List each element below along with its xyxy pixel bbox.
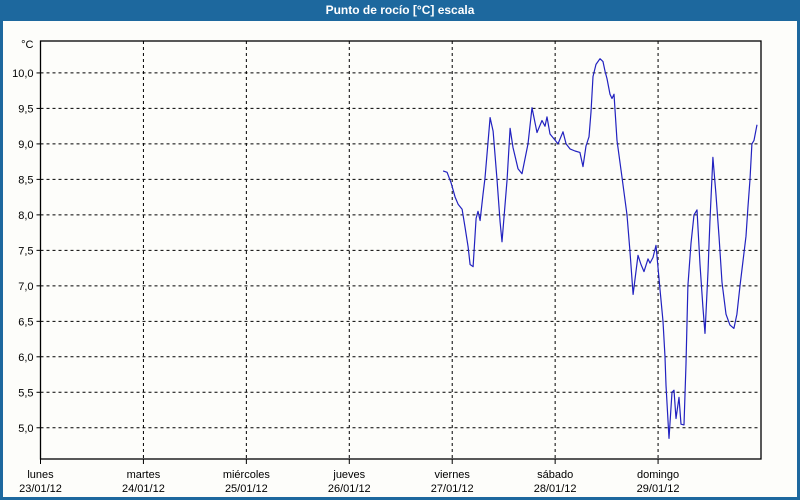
x-tick-date: 25/01/12 — [225, 483, 268, 495]
x-tick-date: 29/01/12 — [637, 483, 680, 495]
x-tick-date: 26/01/12 — [328, 483, 371, 495]
dewpoint-line-chart: 10,0 9,5 9,0 8,5 8,0 7,5 7,0 6,5 6,0 5,5 5,0 lunes 2… — [12, 39, 762, 495]
chart-content: 10,0 9,5 9,0 8,5 8,0 7,5 7,0 6,5 6,0 5,5 5,0 lunes 2… — [3, 21, 797, 497]
y-tick-label: 5,5 — [18, 387, 33, 399]
chart-title-bar: Punto de rocío [°C] escala — [0, 0, 800, 21]
series-line — [442, 58, 758, 439]
x-tick-day: martes — [127, 469, 161, 481]
y-tick-label: 6,5 — [18, 316, 33, 328]
x-tick-date: 24/01/12 — [122, 483, 165, 495]
y-tick-label: 6,0 — [18, 352, 33, 364]
x-tick-day: domingo — [637, 469, 679, 481]
x-tick-day: lunes — [27, 469, 54, 481]
y-tick-label: 8,5 — [18, 174, 33, 186]
y-tick-label: 10,0 — [12, 68, 33, 80]
x-tick-day: sábado — [537, 469, 573, 481]
y-tick-label: 5,0 — [18, 423, 33, 435]
y-tick-label: 7,0 — [18, 281, 33, 293]
chart-title: Punto de rocío [°C] escala — [325, 3, 475, 17]
x-tick-day: jueves — [332, 469, 365, 481]
x-tick-date: 27/01/12 — [431, 483, 474, 495]
y-tick-label: 9,0 — [18, 139, 33, 151]
x-tick-date: 28/01/12 — [534, 483, 577, 495]
x-tick-day: viernes — [434, 469, 470, 481]
y-axis-unit-label: °C — [21, 39, 33, 51]
y-tick-label: 7,5 — [18, 245, 33, 257]
y-tick-label: 8,0 — [18, 210, 33, 222]
y-tick-label: 9,5 — [18, 103, 33, 115]
x-tick-day: miércoles — [223, 469, 271, 481]
x-tick-date: 23/01/12 — [19, 483, 62, 495]
plot-border — [39, 40, 762, 460]
